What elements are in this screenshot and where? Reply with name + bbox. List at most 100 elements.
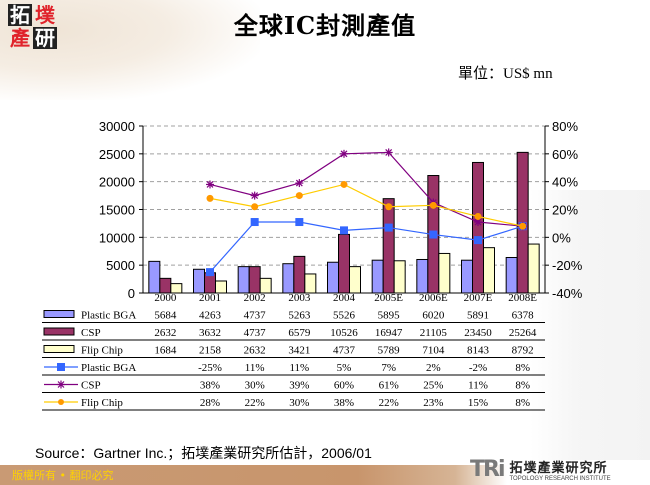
- circle-marker: [519, 222, 527, 230]
- tri-logo: TRi 拓墣產業研究所 TOPOLOGY RESEARCH INSTITUTE: [470, 457, 611, 482]
- category-label: 2006E: [419, 292, 448, 304]
- bar: [282, 263, 295, 294]
- category-label: 2007E: [464, 292, 493, 304]
- star-marker: [295, 179, 304, 188]
- table-cell: 8792: [512, 345, 534, 357]
- table-cell: 6020: [422, 310, 445, 322]
- right-axis-tick: -20%: [552, 258, 583, 273]
- source-note: Source：Gartner Inc.；拓墣產業研究所估計，2006/01: [35, 445, 372, 461]
- bar: [527, 243, 540, 294]
- table-cell: 30%: [245, 380, 265, 392]
- table-cell: 5526: [333, 310, 356, 322]
- table-cell: 5891: [467, 310, 489, 322]
- table-cell: 23450: [464, 327, 492, 339]
- table-cell: -2%: [469, 362, 487, 374]
- table-cell: 3632: [199, 327, 221, 339]
- axes: 30000 25000 20000 15000 10000 5000 0 80% 60% 40% 2…: [99, 119, 583, 301]
- category-label: 2004: [333, 292, 356, 304]
- table-cell: 28%: [200, 397, 220, 409]
- copyright-text: 版權所有 • 翻印必究: [12, 469, 114, 482]
- table-row-label: Plastic BGA: [81, 310, 136, 322]
- bar: [237, 266, 250, 294]
- category-label: 2005E: [374, 292, 403, 304]
- footer-bar: [0, 465, 650, 485]
- circle-marker: [251, 203, 259, 211]
- table-cell: 2632: [154, 327, 176, 339]
- table-cell: 38%: [200, 380, 220, 392]
- line-series: [206, 148, 527, 277]
- logo-char: 墣: [35, 3, 55, 27]
- table-cell: 4737: [333, 345, 356, 357]
- logo-char: 研: [33, 26, 57, 50]
- table-cell: 11%: [289, 362, 309, 374]
- table-cell: 8%: [515, 397, 530, 409]
- right-axis-tick: 20%: [552, 203, 578, 218]
- bar: [461, 259, 473, 294]
- category-label: 2008E: [508, 292, 537, 304]
- data-table: 2000 2001 2002 2003 2004 2005E 2006E 2007E 2008E…: [42, 292, 545, 411]
- table-cell: 38%: [334, 397, 354, 409]
- star-marker: [206, 180, 214, 189]
- bar: [472, 161, 484, 294]
- table-cell: 22%: [379, 397, 399, 409]
- circle-marker: [474, 212, 482, 220]
- circle-marker: [340, 180, 348, 188]
- bar: [148, 260, 161, 294]
- table-cell: 16947: [375, 327, 403, 339]
- circle-marker: [385, 203, 393, 211]
- table-cell: 2158: [199, 345, 222, 357]
- page-title: 全球IC封測產值: [233, 11, 417, 40]
- table-cell: 61%: [379, 380, 399, 392]
- table-cell: 21105: [420, 327, 448, 339]
- star-marker: [384, 148, 393, 157]
- square-marker: [429, 230, 438, 239]
- left-axis-tick: 15000: [99, 203, 135, 218]
- table-cell: 1684: [154, 345, 177, 357]
- left-axis-tick: 0: [128, 286, 135, 301]
- bar: [338, 233, 350, 294]
- category-label: 2000: [154, 292, 177, 304]
- table-cell: 15%: [468, 397, 488, 409]
- brand-name-en: TOPOLOGY RESEARCH INSTITUTE: [509, 476, 611, 482]
- table-cell: 60%: [334, 380, 354, 392]
- table-cell: 5%: [337, 362, 352, 374]
- bar: [393, 260, 406, 294]
- logo-char: 拓: [8, 3, 32, 27]
- star-marker: [250, 191, 259, 200]
- square-marker: [384, 223, 393, 232]
- table-cell: 8%: [515, 362, 530, 374]
- bar: [193, 268, 205, 294]
- table-cell: 4737: [244, 310, 267, 322]
- star-marker: [340, 149, 348, 158]
- table-cell: 30%: [289, 397, 309, 409]
- table-cell: 10526: [330, 327, 358, 339]
- bar: [416, 258, 429, 294]
- table-cell: 3421: [288, 345, 310, 357]
- right-axis-tick: 80%: [552, 119, 578, 134]
- bar: [371, 259, 384, 294]
- table-cell: 2%: [426, 362, 441, 374]
- table-cell: 25264: [509, 327, 537, 339]
- logo: 拓 墣 產 研: [8, 4, 58, 50]
- square-marker: [340, 226, 348, 235]
- table-cell: 6378: [512, 310, 535, 322]
- left-axis-tick: 20000: [99, 175, 135, 190]
- table-cell: 7104: [422, 345, 445, 357]
- square-marker: [474, 236, 482, 245]
- bar: [293, 255, 306, 294]
- table-cell: 8%: [515, 380, 530, 392]
- left-axis-tick: 5000: [106, 258, 135, 273]
- table-cell: 6579: [288, 327, 311, 339]
- table-cell: 25%: [423, 380, 443, 392]
- square-marker: [250, 218, 259, 227]
- table-cell: 22%: [245, 397, 265, 409]
- table-cell: 4263: [199, 310, 222, 322]
- circle-marker: [429, 201, 437, 209]
- brand-name-cn: 拓墣產業研究所: [509, 461, 608, 476]
- background-watermark: [530, 190, 650, 460]
- table-cell: 39%: [289, 380, 309, 392]
- table-row-label: Flip Chip: [81, 397, 123, 409]
- table-cell: 5684: [154, 310, 177, 322]
- bar: [382, 198, 395, 294]
- square-marker: [295, 218, 304, 227]
